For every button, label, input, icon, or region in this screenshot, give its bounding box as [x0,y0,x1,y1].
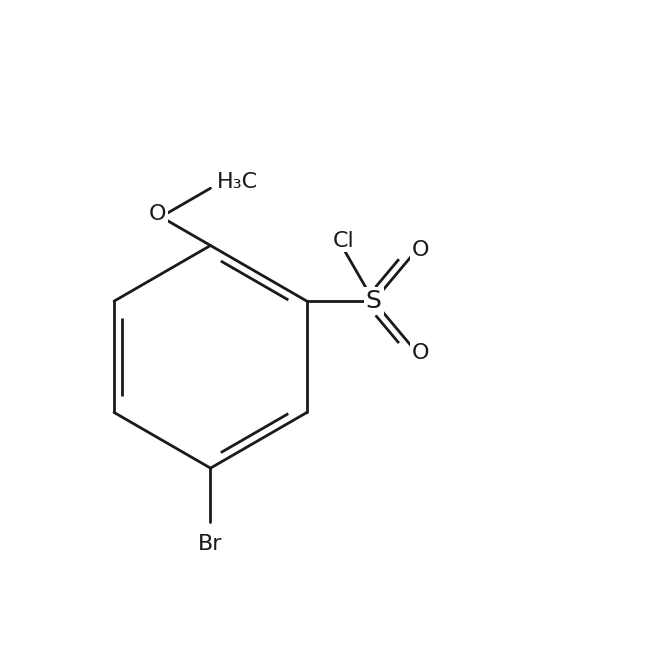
Text: S: S [366,289,382,313]
Text: H₃C: H₃C [217,172,258,192]
Text: O: O [411,343,429,363]
Text: Cl: Cl [333,231,354,251]
Text: O: O [149,203,166,224]
Text: O: O [411,240,429,260]
Text: Br: Br [198,534,223,554]
